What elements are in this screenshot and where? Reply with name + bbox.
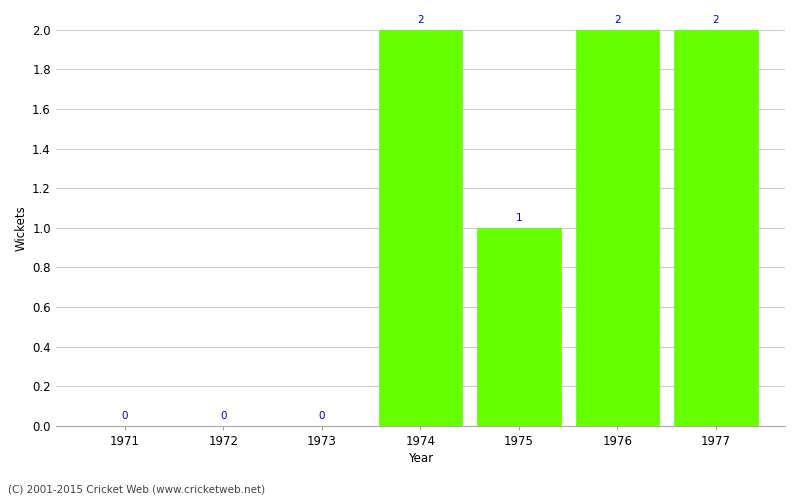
X-axis label: Year: Year xyxy=(408,452,433,465)
Bar xyxy=(477,228,561,426)
Text: 1: 1 xyxy=(516,213,522,223)
Bar xyxy=(674,30,758,426)
Bar xyxy=(378,30,462,426)
Text: 2: 2 xyxy=(713,15,719,25)
Bar xyxy=(575,30,659,426)
Text: (C) 2001-2015 Cricket Web (www.cricketweb.net): (C) 2001-2015 Cricket Web (www.cricketwe… xyxy=(8,485,265,495)
Text: 0: 0 xyxy=(122,411,128,421)
Y-axis label: Wickets: Wickets xyxy=(15,205,28,250)
Text: 2: 2 xyxy=(417,15,424,25)
Text: 0: 0 xyxy=(220,411,226,421)
Text: 0: 0 xyxy=(318,411,325,421)
Text: 2: 2 xyxy=(614,15,621,25)
